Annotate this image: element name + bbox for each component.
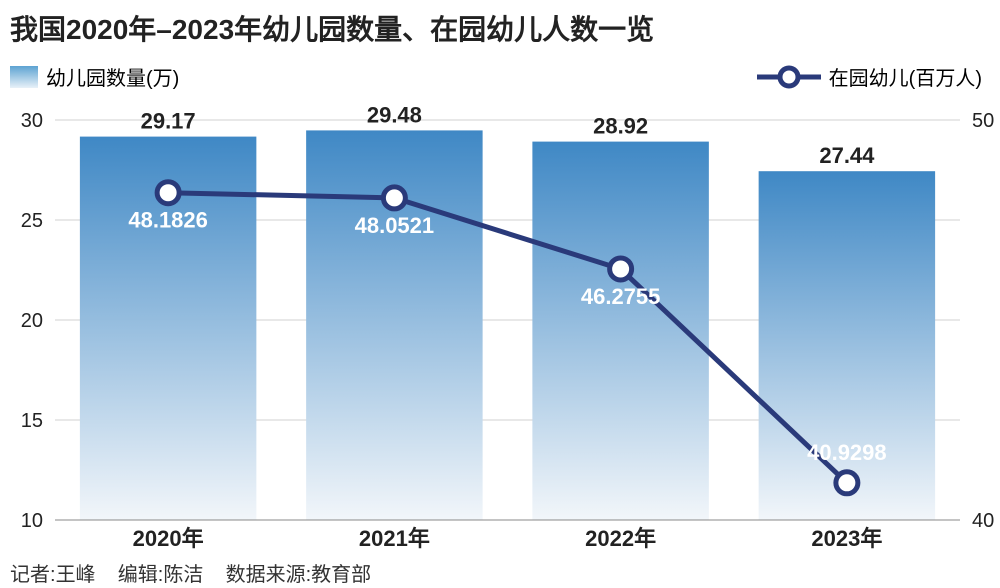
- line-marker: [157, 182, 179, 204]
- chart-container: 我国2020年–2023年幼儿园数量、在园幼儿人数一览 幼儿园数量(万) 在园幼…: [0, 0, 1000, 588]
- right-axis-tick-label: 50: [972, 110, 994, 132]
- bar-value-label: 29.17: [141, 109, 196, 134]
- line-series: [168, 193, 847, 483]
- line-value-label: 46.2755: [581, 284, 661, 309]
- left-axis-tick-label: 15: [21, 410, 43, 432]
- x-axis-label: 2020年: [133, 526, 204, 551]
- left-axis-tick-label: 30: [21, 110, 43, 132]
- chart-svg: 29.17 29.48 28.92 27.44 48.1826 48.0521 46.275…: [0, 0, 1000, 588]
- bar-value-label: 27.44: [819, 143, 875, 168]
- footer-source-label: 数据来源:: [226, 564, 312, 586]
- bar: [759, 171, 935, 520]
- right-axis-tick-label: 40: [972, 510, 994, 532]
- chart-footer: 记者:王峰 编辑:陈洁 数据来源:教育部: [10, 558, 371, 587]
- line-value-label: 48.0521: [355, 213, 435, 238]
- footer-reporter-label: 记者:: [10, 564, 56, 586]
- x-axis-label: 2022年: [585, 526, 656, 551]
- x-axis-label: 2023年: [811, 526, 882, 551]
- footer-editor-label: 编辑:: [118, 564, 164, 586]
- line-marker: [836, 472, 858, 494]
- footer-editor: 陈洁: [163, 564, 203, 586]
- line-marker: [383, 187, 405, 209]
- bar-value-label: 28.92: [593, 114, 648, 139]
- footer-reporter: 王峰: [56, 564, 96, 586]
- bar-value-label: 29.48: [367, 102, 422, 127]
- line-marker: [610, 258, 632, 280]
- bar: [532, 142, 708, 520]
- line-value-label: 48.1826: [128, 208, 208, 233]
- left-axis-tick-label: 25: [21, 210, 43, 232]
- left-axis-tick-label: 10: [21, 510, 43, 532]
- x-axis-label: 2021年: [359, 526, 430, 551]
- line-value-label: 40.9298: [807, 440, 887, 465]
- left-axis-tick-label: 20: [21, 310, 43, 332]
- footer-source: 教育部: [311, 564, 371, 586]
